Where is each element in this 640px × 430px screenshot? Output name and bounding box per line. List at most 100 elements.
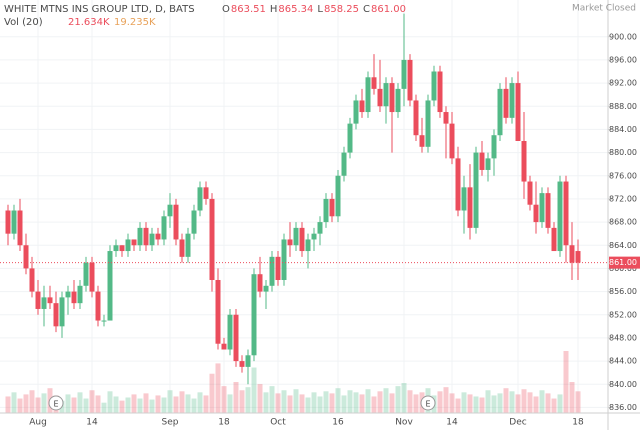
volume-bar [263, 392, 269, 413]
candle-body [149, 233, 155, 246]
candle-body [293, 227, 299, 246]
volume-bar [461, 392, 467, 413]
volume-bar [347, 390, 353, 413]
candle-body [173, 204, 179, 240]
candle-body [53, 303, 59, 327]
x-tick-label: Aug [29, 418, 47, 428]
candle-body [107, 251, 113, 321]
candle-body [89, 262, 95, 292]
volume-bar [203, 395, 209, 413]
volume-bar [83, 398, 89, 413]
volume-bar [533, 396, 539, 413]
candle-body [245, 355, 251, 367]
candle-body [521, 141, 527, 182]
volume-bar [299, 394, 305, 413]
candle-body [479, 152, 485, 170]
volume-bar [371, 396, 377, 413]
y-tick-label: 852.00 [609, 310, 637, 319]
volume-bar [545, 393, 551, 413]
candle-body [11, 210, 17, 234]
ohlc-value: 865.34 [278, 4, 313, 15]
candle-body [407, 59, 413, 101]
market-status: Market Closed [572, 4, 636, 14]
volume-bar [95, 395, 101, 413]
volume-bar [143, 393, 149, 413]
volume-bar [509, 391, 515, 413]
candle-body [569, 245, 575, 263]
volume-bar [11, 392, 17, 413]
x-tick-label: Oct [270, 418, 286, 428]
candle-body [335, 175, 341, 217]
volume-bar [5, 396, 11, 413]
volume-bar [443, 387, 449, 413]
volume-bar [281, 390, 287, 413]
volume-bar [353, 392, 359, 413]
candle-body [209, 198, 215, 280]
candle-body [353, 100, 359, 124]
candle-body [329, 198, 335, 217]
x-tick-label: 16 [332, 418, 344, 428]
volume-bar [149, 399, 155, 413]
volume-bar [215, 363, 221, 413]
y-tick-label: 876.00 [609, 171, 637, 180]
y-tick-label: 900.00 [609, 32, 637, 41]
ohlc-value: 861.00 [371, 4, 406, 15]
candle-body [377, 88, 383, 107]
volume-bar [407, 390, 413, 413]
candle-body [317, 222, 323, 234]
volume-bar [257, 384, 263, 413]
volume-bar [563, 351, 569, 413]
volume-bar [89, 390, 95, 413]
candle-body [281, 239, 287, 280]
volume-bar [29, 390, 35, 413]
last-price-label: 861.00 [609, 258, 637, 267]
x-tick-label: 14 [446, 418, 458, 428]
candle-body [383, 83, 389, 107]
candle-body [461, 187, 467, 211]
y-tick-label: 864.00 [609, 241, 637, 250]
volume-bar [455, 398, 461, 413]
candle-body [29, 268, 35, 292]
candle-body [221, 343, 227, 350]
candle-body [125, 239, 131, 252]
y-tick-label: 848.00 [609, 333, 637, 342]
candle-body [545, 193, 551, 228]
volume-bar [395, 386, 401, 413]
candle-body [515, 83, 521, 141]
candle-body [77, 285, 83, 304]
candle-body [323, 198, 329, 223]
volume-bar [65, 394, 71, 413]
candle-body [275, 256, 281, 280]
candle-body [161, 216, 167, 240]
candle-body [491, 135, 497, 159]
volume-bar [335, 388, 341, 413]
candle-body [437, 71, 443, 113]
candle-body [35, 291, 41, 309]
volume-bar [293, 389, 299, 413]
y-tick-label: 880.00 [609, 148, 637, 157]
candle-body [341, 152, 347, 176]
candle-body [83, 262, 89, 286]
volume-bar [113, 396, 119, 413]
volume-bar [413, 394, 419, 413]
volume-bar [569, 382, 575, 413]
volume-bar [173, 396, 179, 413]
volume-bar [137, 398, 143, 413]
candle-body [527, 181, 533, 205]
candle-body [503, 88, 509, 118]
volume-bar [71, 397, 77, 413]
candle-body [101, 320, 107, 322]
x-tick-label: Nov [395, 418, 413, 428]
volume-bar [101, 402, 107, 413]
volume-bar [497, 393, 503, 413]
volume-bar [485, 390, 491, 413]
event-label: E [425, 400, 430, 409]
candle-body [449, 123, 455, 159]
volume-bar [437, 391, 443, 413]
event-marker [48, 395, 64, 411]
candle-body [389, 83, 395, 113]
y-tick-label: 844.00 [609, 357, 637, 366]
y-tick-label: 892.00 [609, 79, 637, 88]
x-tick-label: Sep [162, 418, 179, 428]
volume-bar [515, 394, 521, 413]
